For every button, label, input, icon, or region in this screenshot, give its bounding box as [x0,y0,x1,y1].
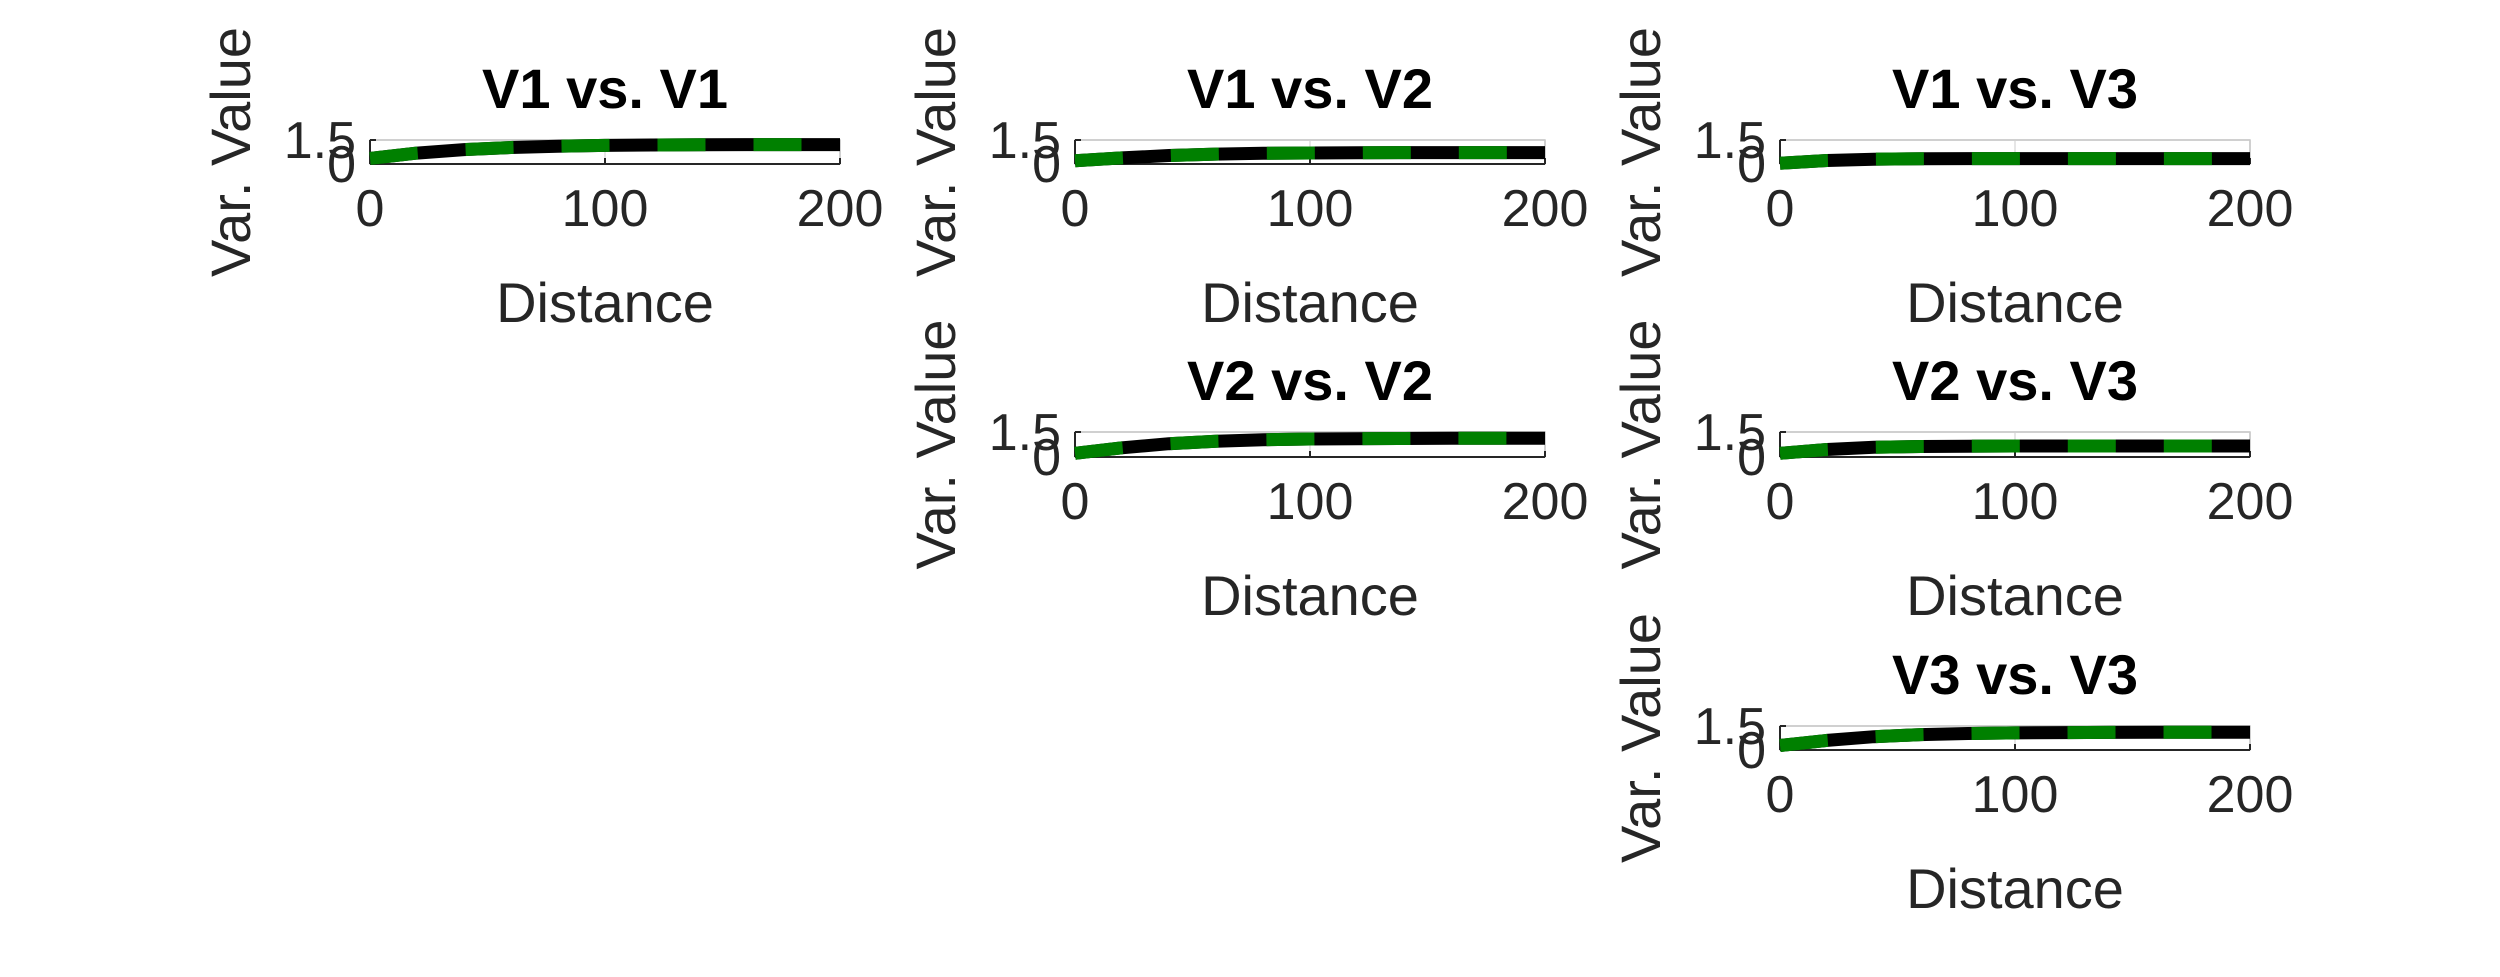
y-tick-label: 1.5 [1694,404,1766,462]
x-axis-label: Distance [1201,271,1419,334]
x-tick-label: 200 [1502,180,1589,238]
y-axis-label: Var. Value [1609,319,1672,569]
subplot-5: 0 100 200 01.5 V2 vs. V3 Distance Var. Value [1609,319,2293,627]
subplot-6: 0 100 200 01.5 V3 vs. V3 Distance Var. Value [1609,613,2293,920]
x-tick-label: 100 [562,180,649,238]
x-axis-label: Distance [1906,857,2124,920]
chart-title: V3 vs. V3 [1892,643,2138,706]
y-tick-label: 1.5 [284,112,356,170]
x-tick-label: 200 [2207,180,2294,238]
y-axis-label: Var. Value [904,27,967,277]
y-tick-label: 0 [1737,429,1766,487]
chart-title: V1 vs. V3 [1892,57,2138,120]
series-line-2 [1074,146,1545,168]
x-tick-label: 0 [1766,180,1795,238]
subplot-3: 0 100 200 01.5 V1 vs. V3 Distance Var. Value [1609,27,2293,334]
x-tick-label: 100 [1972,473,2059,531]
chart-title: V1 vs. V2 [1187,57,1433,120]
x-tick-label: 100 [1972,766,2059,824]
chart-title: V1 vs. V1 [482,57,728,120]
chart-title: V2 vs. V2 [1187,349,1433,412]
y-tick-label: 0 [1032,136,1061,194]
series-line-2 [1779,152,2250,170]
x-tick-label: 100 [1972,180,2059,238]
x-tick-label: 200 [797,180,884,238]
y-tick-label: 1.5 [989,112,1061,170]
series-line-2 [1074,431,1545,460]
y-axis-label: Var. Value [904,319,967,569]
x-tick-label: 0 [1766,766,1795,824]
y-tick-label: 0 [1032,429,1061,487]
subplot-4: 0 100 200 01.5 V2 vs. V2 Distance Var. Value [904,319,1588,627]
x-tick-label: 0 [1061,180,1090,238]
chart-title: V2 vs. V3 [1892,349,2138,412]
x-axis-label: Distance [1201,564,1419,627]
x-tick-label: 200 [2207,473,2294,531]
subplot-2: 0 100 200 01.5 V1 vs. V2 Distance Var. Value [904,27,1588,334]
series-line-2 [1779,725,2250,752]
x-tick-label: 0 [1061,473,1090,531]
x-axis-label: Distance [1906,564,2124,627]
series-line-2 [1779,439,2250,460]
y-axis-label: Var. Value [199,27,262,277]
x-tick-label: 200 [2207,766,2294,824]
x-axis-label: Distance [496,271,714,334]
y-axis-label: Var. Value [1609,613,1672,863]
x-tick-label: 100 [1267,180,1354,238]
y-tick-label: 0 [1737,136,1766,194]
y-tick-label: 1.5 [1694,112,1766,170]
x-tick-label: 0 [1766,473,1795,531]
x-axis-label: Distance [1906,271,2124,334]
x-tick-label: 0 [356,180,385,238]
y-tick-label: 1.5 [989,404,1061,462]
x-tick-label: 200 [1502,473,1589,531]
y-tick-label: 0 [327,136,356,194]
y-tick-label: 1.5 [1694,698,1766,756]
x-tick-label: 100 [1267,473,1354,531]
y-axis-label: Var. Value [1609,27,1672,277]
y-tick-label: 0 [1737,722,1766,780]
subplot-1: 0 100 200 01.5 V1 vs. V1 Distance Var. Value [199,27,883,334]
series-line-2 [369,138,840,165]
